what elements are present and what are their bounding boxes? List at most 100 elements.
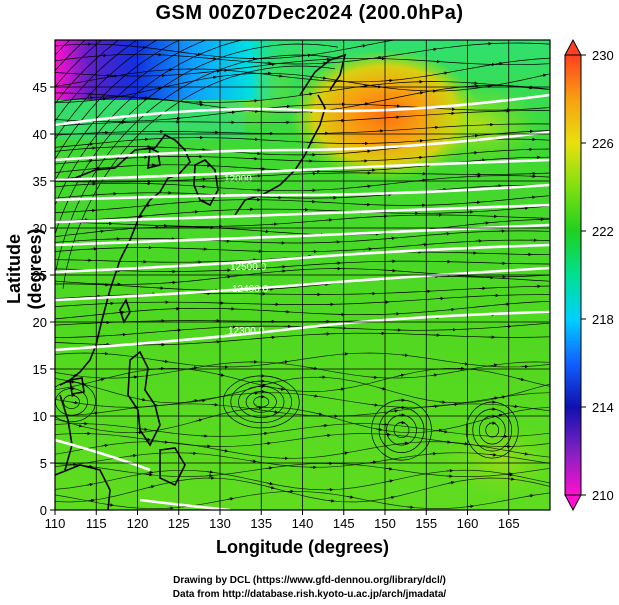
stream-arrow [430,452,437,456]
stream-arrow [525,37,531,38]
stream-arrow [279,269,287,273]
stream-arrow [139,397,146,402]
x-tick-label: 145 [333,516,355,531]
colorbar-bottom-arrow [564,494,582,512]
stream-arrow [311,394,319,398]
stream-arrow [324,433,331,438]
stream-arrow [467,504,474,509]
x-tick-label: 140 [292,516,314,531]
stream-arrow [191,399,199,403]
x-axis: 110 115 120 125 130 135 140 145 150 155 160 165 [45,510,520,531]
stream-arrow [386,479,394,483]
stream-arrow [491,396,499,400]
y-axis-label: Latitude (degrees) [4,228,45,310]
stream-arrow [407,505,414,509]
contour-label: 12500.0 [230,262,267,273]
stream-arrow [322,282,329,287]
stream-arrow [388,236,396,241]
stream-arrow [111,74,118,78]
stream-arrow [539,73,547,78]
stream-arrow [439,400,446,404]
stream-arrow [199,398,206,403]
stream-arrow [315,412,323,416]
stream-arrow [206,470,214,474]
credit-data: Data from http://database.rish.kyoto-u.a… [172,589,447,600]
stream-arrow [259,383,266,388]
stream-arrow [268,62,276,67]
y-tick-label: 40 [33,127,47,142]
stream-arrow [79,382,86,386]
y-tick-label: 25 [33,268,47,283]
x-tick-label: 165 [498,516,520,531]
streamline [55,40,244,207]
colorbar-tick-label: 226 [592,136,614,151]
stream-arrow [461,362,469,366]
contour-label: 12000 [224,174,252,185]
stream-arrow [276,74,283,78]
stream-arrow [490,363,498,367]
stream-arrow [478,158,486,162]
stream-arrow [70,373,78,378]
y-tick-label: 45 [33,80,47,95]
colorbar-tick-label: 210 [592,488,614,503]
stream-arrow [419,178,427,183]
stream-arrow [391,409,399,413]
stream-arrow [361,84,369,88]
stream-arrow [93,166,101,171]
stream-arrow [161,359,169,364]
chart-title: GSM 00Z07Dec2024 (200.0hPa) [155,2,464,24]
x-tick-label: 110 [45,516,66,531]
y-tick-label: 10 [33,409,47,424]
y-axis: 0 5 10 15 20 25 30 35 40 45 [33,80,55,518]
stream-arrow [141,427,148,432]
stream-arrow [147,485,155,489]
colorbar-tick-label: 222 [592,224,614,239]
stream-arrow [267,485,275,490]
y-tick-label: 15 [33,362,47,377]
stream-arrow [319,76,327,80]
streamline [55,40,120,105]
stream-arrow [196,102,204,107]
stream-arrow [224,275,232,279]
stream-arrow [441,429,448,434]
colorbar-tick-label: 230 [592,48,614,63]
stream-arrow [341,451,349,455]
stream-arrow [97,377,105,382]
stream-arrow [337,387,345,391]
stream-arrow [151,403,159,408]
x-tick-label: 150 [374,516,396,531]
stream-arrow [375,55,382,60]
stream-arrow [221,449,229,453]
stream-arrow [271,410,279,414]
stream-arrow [71,400,79,405]
height-contours [55,93,550,510]
streamline [62,65,336,289]
x-tick-label: 120 [127,516,149,531]
stream-arrow [328,499,335,503]
stream-arrow [503,302,510,306]
stream-arrow [261,431,268,436]
stream-arrow [321,423,328,428]
stream-arrow [359,44,367,48]
colorbar-tick-label: 214 [592,400,614,415]
x-tick-label: 125 [168,516,190,531]
stream-arrow [416,91,424,95]
stream-arrow [227,497,234,501]
stream-arrow [249,459,257,463]
y-tick-label: 30 [33,221,47,236]
stream-arrow [154,86,162,91]
colorbar: 210 214 218 222 226 230 [564,38,614,512]
streamline [55,40,138,122]
stream-arrow [430,47,437,52]
stream-arrow [209,75,217,80]
streamline [55,43,338,236]
colorbar-tick-label: 218 [592,312,614,327]
stream-arrow [511,404,519,409]
streamline [55,40,158,141]
stream-arrow [386,467,393,471]
streamline [55,40,207,182]
contour-label: 12400.0 [232,284,269,295]
stream-arrow [190,366,198,370]
x-axis-label: Longitude (degrees) [215,537,389,557]
stream-arrow [401,353,409,357]
